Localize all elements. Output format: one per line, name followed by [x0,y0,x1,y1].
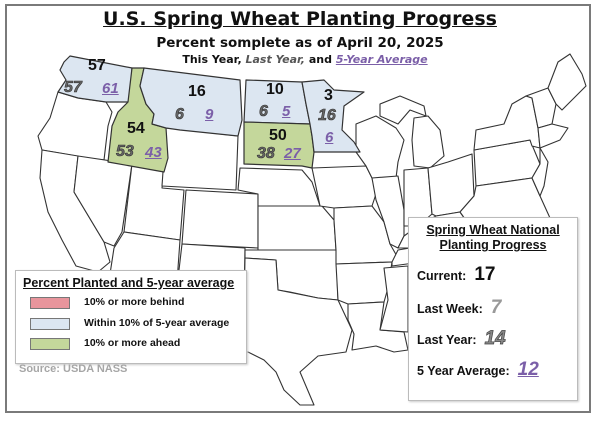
state-virginia [459,177,551,227]
mn-last-year: 16 [318,107,336,124]
current-row: Current: 17 [417,264,495,286]
swatch-ahead [30,338,70,350]
page-title: U.S. Spring Wheat Planting Progress [103,8,497,30]
national-title: Spring Wheat National Planting Progress [409,223,577,253]
mn-this-year: 3 [324,87,333,104]
last-year-value: 14 [484,328,506,350]
state-iowa [311,165,377,209]
mn-five-year: 6 [325,129,334,146]
legend-item-within: Within 10% of 5-year average [16,317,244,331]
source-note: Source: USDA NASS [19,363,128,375]
five-year-row: 5 Year Average: 12 [417,359,539,381]
current-label: Current: [417,269,467,283]
legend-item-behind: 10% or more behind [16,296,244,310]
legend-label-ahead: 10% or more ahead [84,337,181,349]
wa-this-year: 57 [88,57,106,74]
sd-five-year: 27 [284,145,301,162]
legend-title: Percent Planted and 5-year average [23,276,235,290]
nd-this-year: 10 [266,81,284,98]
last-week-value: 7 [490,297,502,318]
id-this-year: 54 [127,120,145,137]
legend-item-ahead: 10% or more ahead [16,337,244,351]
last-year-row: Last Year: 14 [417,328,506,350]
sd-this-year: 50 [269,127,287,144]
current-value: 17 [474,264,496,285]
wa-last-year: 57 [64,79,82,96]
swatch-within [30,318,70,330]
state-mass-ct [537,123,569,149]
map-legend: Percent Planted and 5-year average 10% o… [15,270,247,364]
and-text: and [308,53,332,66]
state-wisconsin [355,115,405,179]
state-maine [547,53,587,111]
five-year-key: 5-Year Average [335,53,428,66]
state-newyork [473,95,541,151]
state-wyoming [161,127,239,191]
state-colorado [181,189,259,249]
last-week-row: Last Week: 7 [417,297,501,319]
mt-last-year: 6 [175,106,185,123]
five-year-value: 12 [517,359,539,380]
series-key-line: This Year, Last Year, and 5-Year Average [105,53,505,66]
id-five-year: 43 [145,144,162,161]
national-progress-box: Spring Wheat National Planting Progress … [408,217,578,401]
mt-five-year: 9 [205,106,214,123]
this-year-key: This Year, [182,53,242,66]
state-kansas [257,205,337,251]
last-year-label: Last Year: [417,333,477,347]
state-michigan [379,95,445,169]
national-title-line1: Spring Wheat National [426,223,560,237]
five-year-label: 5 Year Average: [417,364,510,378]
swatch-behind [30,297,70,309]
state-montana [139,67,243,137]
page-subtitle: Percent somplete as of April 20, 2025 [156,35,444,51]
state-louisiana [347,301,409,353]
last-week-label: Last Week: [417,302,483,316]
last-year-key: Last Year, [245,53,306,66]
mt-this-year: 16 [188,83,206,100]
id-last-year: 53 [116,143,134,160]
nd-last-year: 6 [259,103,269,120]
legend-label-within: Within 10% of 5-year average [84,317,230,329]
state-oregon [37,91,113,161]
state-mississippi [379,265,409,333]
nd-five-year: 5 [282,103,291,120]
national-title-line2: Planting Progress [439,238,547,252]
legend-label-behind: 10% or more behind [84,296,185,308]
state-minnesota [301,79,365,153]
wa-five-year: 61 [102,80,119,97]
state-nj-de [531,147,549,197]
sd-last-year: 38 [257,145,275,162]
